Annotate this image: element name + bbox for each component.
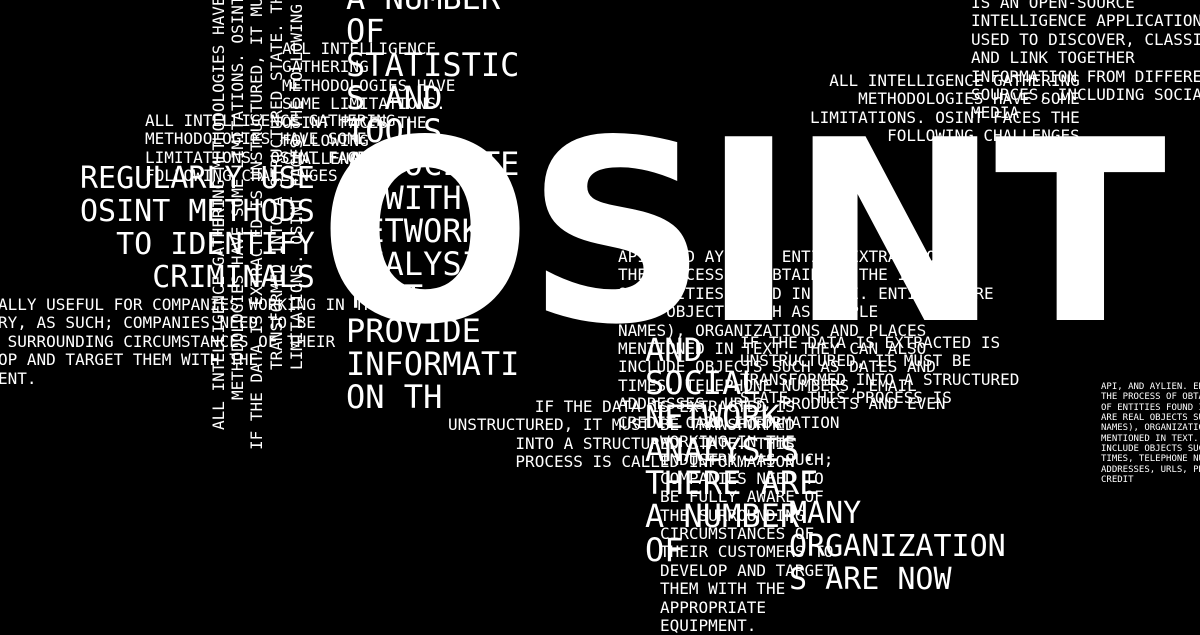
text-fragment-center-unstructured: IF THE DATA IS EXTRACTED IS UNSTRUCTURED…	[448, 397, 795, 472]
osint-logo: OSINT	[318, 87, 1166, 380]
text-fragment-right-challenges: ALL INTELLIGENCE GATHERING METHODOLOGIES…	[810, 71, 1080, 146]
text-fragment-top-center: A NUMBER OF STATISTIC S AND TOOLS ASSOCI…	[346, 0, 520, 417]
text-fragment-left-challenges: ALL INTELLIGENCE GATHERING METHODOLOGIES…	[145, 111, 415, 186]
text-fragment-far-right: API, AND AYLIEN. ENTITY EXTRACTION IS TH…	[1101, 382, 1200, 486]
text-fragment-top-right: IS AN OPEN-SOURCE INTELLIGENCE APPLICATI…	[971, 0, 1200, 123]
text-fragment-center-social: AND SOCIAL NETWORK ANALYSIS. THERE ARE A…	[645, 331, 819, 569]
text-fragment-center-unstructured-2: IF THE DATA IS EXTRACTED IS UNSTRUCTURED…	[740, 333, 1020, 408]
text-fragment-right-many: MANY ORGANIZATION S ARE NOW	[789, 496, 1006, 597]
text-fragment-left-useful: ALLY USEFUL FOR COMPANIES WORKING IN THE…	[0, 295, 384, 388]
text-fragment-center-companies: WORKING IN THE INDUSTRY, AS SUCH; COMPAN…	[660, 432, 834, 635]
text-fragment-left-regularly: REGULARLY USE OSINT METHODS TO IDENTIFY …	[80, 161, 315, 295]
text-fragment-center-entity: API, AND AYLIEN. ENTITY EXTRACTION IS TH…	[618, 247, 994, 432]
text-fragment-left-small-challenges: ALL INTELLIGENCE GATHERING METHODOLOGIES…	[282, 39, 456, 169]
